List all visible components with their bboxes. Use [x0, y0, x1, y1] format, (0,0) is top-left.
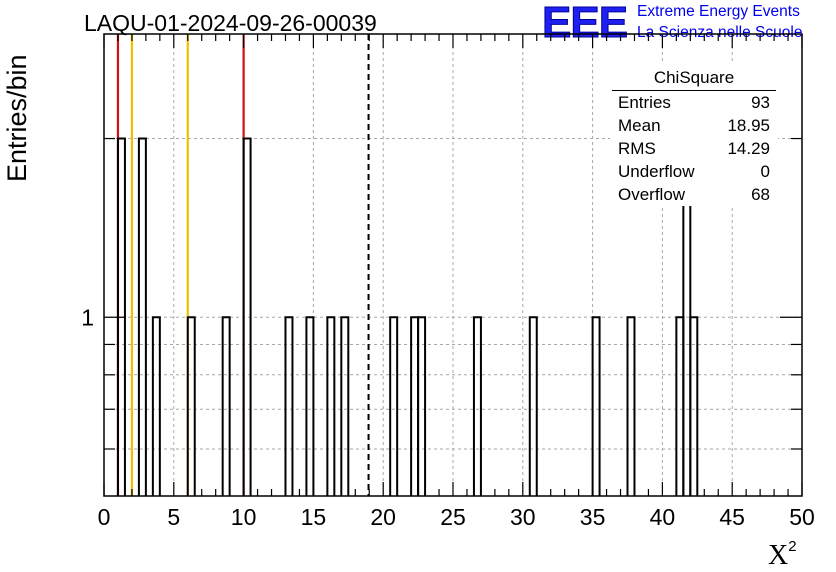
histogram-bar: [186, 316, 196, 496]
stats-value: 18.95: [727, 116, 770, 135]
x-axis-label-text: X: [768, 540, 789, 571]
histogram-bar: [389, 316, 399, 496]
x-tick-label: 35: [580, 504, 606, 530]
x-tick-label: 20: [370, 504, 396, 530]
stats-value: 93: [751, 93, 770, 112]
stats-value: 14.29: [727, 139, 770, 158]
histogram-bar: [472, 316, 482, 496]
x-tick-label: 45: [719, 504, 745, 530]
stats-label: Underflow: [618, 162, 695, 181]
histogram-bar: [626, 316, 636, 496]
x-tick-label: 0: [98, 504, 111, 530]
histogram-bar: [151, 316, 161, 496]
stats-row-mean: Mean 18.95: [610, 114, 778, 137]
stats-label: RMS: [618, 139, 656, 158]
histogram-bar: [340, 316, 350, 496]
stats-row-underflow: Underflow 0: [610, 160, 778, 183]
eee-logo: EEE: [541, 0, 628, 47]
reference-lines: [116, 34, 245, 496]
stats-row-entries: Entries 93: [610, 91, 778, 114]
histogram-bar: [417, 316, 427, 496]
y-tick-label: 1: [81, 304, 94, 330]
x-tick-label: 5: [167, 504, 180, 530]
branding-line1: Extreme Energy Events: [637, 3, 800, 20]
page-title: LAQU-01-2024-09-26-00039: [84, 10, 377, 36]
stats-box: ChiSquare Entries 93 Mean 18.95 RMS 14.2…: [610, 64, 778, 206]
histogram-bar: [326, 316, 336, 496]
histogram-bar: [591, 316, 601, 496]
histogram-bar: [305, 316, 315, 496]
stats-row-rms: RMS 14.29: [610, 137, 778, 160]
histogram-bar: [137, 137, 147, 496]
x-tick-label: 50: [789, 504, 815, 530]
stats-value: 68: [751, 185, 770, 204]
axis-ticks: [103, 34, 803, 496]
histogram-bar: [284, 316, 294, 496]
branding-line2: La Scienza nelle Scuole: [637, 24, 803, 41]
stats-label: Mean: [618, 116, 661, 135]
x-tick-label: 15: [301, 504, 327, 530]
histogram-bar: [242, 137, 252, 496]
stats-label: Overflow: [618, 185, 686, 204]
histogram-bar: [689, 316, 699, 496]
stats-row-overflow: Overflow 68: [610, 183, 778, 206]
x-tick-label: 25: [440, 504, 466, 530]
x-tick-label: 30: [510, 504, 536, 530]
x-axis-label-superscript: 2: [788, 538, 797, 555]
stats-label: Entries: [618, 93, 671, 112]
stats-value: 0: [760, 162, 770, 181]
histogram-bar: [528, 316, 538, 496]
stats-title: ChiSquare: [612, 64, 776, 91]
tick-labels: 0 5 10 15 20 25 30 35 40 45 50 1: [81, 304, 815, 530]
x-tick-label: 40: [650, 504, 676, 530]
x-axis-label: X2: [768, 538, 797, 572]
histogram-bar: [221, 316, 231, 496]
x-tick-label: 10: [231, 504, 257, 530]
